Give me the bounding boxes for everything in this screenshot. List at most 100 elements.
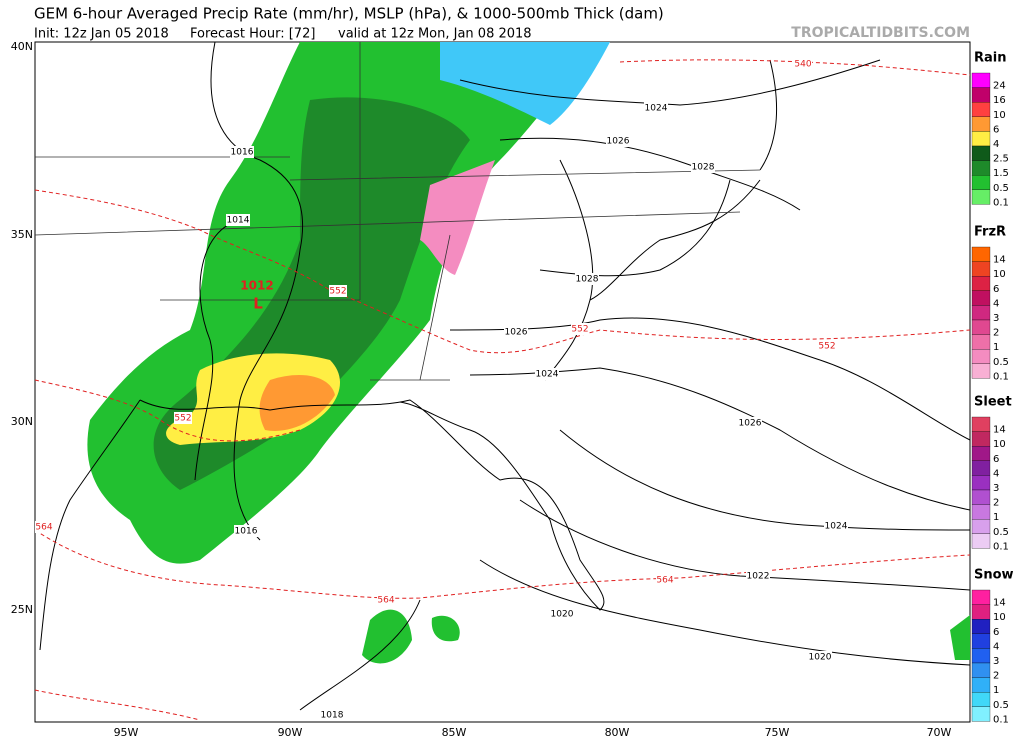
- legend-label: 0.5: [993, 357, 1009, 368]
- legend-label: 10: [993, 439, 1006, 450]
- legend-label: 6: [993, 627, 999, 638]
- legend-label: 10: [993, 110, 1006, 121]
- legend-label: 0.5: [993, 700, 1009, 711]
- legend-swatch: [971, 604, 991, 620]
- isobar-label: 1028: [692, 163, 715, 173]
- latitude-label: 30N: [11, 415, 33, 428]
- isobar-label: 1024: [536, 370, 559, 380]
- low-pressure-symbol: L: [253, 295, 263, 313]
- legend-swatch: [971, 175, 991, 190]
- legend-swatch: [971, 290, 991, 306]
- thickness-label: 552: [571, 325, 588, 335]
- legend-label: 6: [993, 124, 999, 135]
- legend-swatch: [971, 102, 991, 117]
- legend-swatch: [971, 504, 991, 520]
- isobar-label: 1016: [235, 527, 258, 537]
- latitude-label: 35N: [11, 228, 33, 241]
- thickness-label: 564: [656, 576, 673, 586]
- legend-swatch: [971, 489, 991, 505]
- isobar-label-bg: [808, 651, 832, 663]
- latitude-label: 40N: [11, 40, 33, 53]
- legend-swatch: [971, 446, 991, 461]
- legend-label: 1: [993, 342, 999, 353]
- legend-swatch: [971, 519, 991, 534]
- freezing-rain-area: [420, 160, 495, 275]
- legend-label: 2: [993, 328, 999, 339]
- isobar-label-bg: [738, 417, 762, 429]
- isobar-label-bg: [691, 161, 715, 173]
- thickness-label-bg: [35, 521, 53, 533]
- legend-label: 24: [993, 81, 1006, 92]
- thickness-label-bg: [818, 340, 836, 352]
- state-borders: [34, 42, 761, 381]
- isobar-label-bg: [824, 520, 848, 532]
- legend-label: 3: [993, 313, 999, 324]
- isobar-label: 1016: [231, 148, 254, 158]
- legend-label: 0.1: [993, 714, 1009, 725]
- legend-swatch: [971, 349, 991, 364]
- isobar-label: 1020: [809, 653, 832, 663]
- legend-swatch: [971, 706, 991, 722]
- site-name: TROPICALTIDBITS.COM: [791, 25, 970, 41]
- legend-swatch: [971, 416, 991, 432]
- thickness-label-bg: [377, 594, 395, 606]
- legend-swatch: [971, 189, 991, 205]
- thickness-label: 552: [329, 287, 346, 297]
- thickness-label: 564: [35, 523, 52, 533]
- legend-label: 3: [993, 483, 999, 494]
- legend-label: 4: [993, 298, 999, 309]
- legend-swatch: [971, 116, 991, 132]
- legend-swatch: [971, 692, 991, 707]
- isobar-label: 1022: [747, 572, 770, 582]
- legend-label: 0.1: [993, 371, 1009, 382]
- legend-swatch: [971, 677, 991, 693]
- thickness-label: 552: [818, 342, 835, 352]
- legend-label: 6: [993, 454, 999, 465]
- legend-swatch: [971, 131, 991, 147]
- isobar-label-bg: [535, 368, 559, 380]
- legend-label: 2.5: [993, 154, 1009, 165]
- legend-swatch: [971, 72, 991, 88]
- legend-swatch: [971, 145, 991, 161]
- thickness-label: 552: [174, 414, 191, 424]
- isobar-label: 1024: [645, 104, 668, 114]
- coastline: [39, 59, 777, 651]
- longitude-label: 85W: [442, 726, 467, 739]
- thickness-label-bg: [329, 285, 347, 297]
- legend-swatch: [971, 261, 991, 277]
- legend-label: 0.5: [993, 527, 1009, 538]
- isobar-label: 1026: [505, 328, 528, 338]
- legend-label: 1: [993, 512, 999, 523]
- isobar-label: 1026: [739, 419, 762, 429]
- legend-label: 0.1: [993, 541, 1009, 552]
- legend-label: 1.5: [993, 168, 1009, 179]
- isobar-label-bg: [504, 326, 528, 338]
- legend-label: 14: [993, 255, 1006, 266]
- legend-title: FrzR: [974, 225, 1006, 240]
- isobar-label-bg: [550, 608, 574, 620]
- legend-title: Snow: [974, 568, 1014, 583]
- isobar-label-bg: [575, 273, 599, 285]
- legend-label: 14: [993, 598, 1006, 609]
- thickness-label-bg: [571, 323, 589, 335]
- longitude-label: 80W: [605, 726, 630, 739]
- legend-label: 10: [993, 612, 1006, 623]
- legend-label: 2: [993, 498, 999, 509]
- legend-swatch: [971, 475, 991, 491]
- isobars: [194, 41, 971, 711]
- legend-swatch: [971, 633, 991, 649]
- legend-swatch: [971, 648, 991, 664]
- legend-swatch: [971, 334, 991, 350]
- snow-area: [440, 42, 610, 125]
- legend-title: Rain: [974, 51, 1007, 66]
- legend-swatch: [971, 589, 991, 605]
- thickness-label: 564: [377, 596, 394, 606]
- low-pressure-value: 1012: [240, 279, 273, 293]
- thickness-label-bg: [794, 58, 812, 70]
- legend-label: 6: [993, 284, 999, 295]
- legend-swatch: [971, 460, 991, 476]
- legend-label: 14: [993, 425, 1006, 436]
- isobar-label: 1028: [576, 275, 599, 285]
- legend-label: 4: [993, 641, 999, 652]
